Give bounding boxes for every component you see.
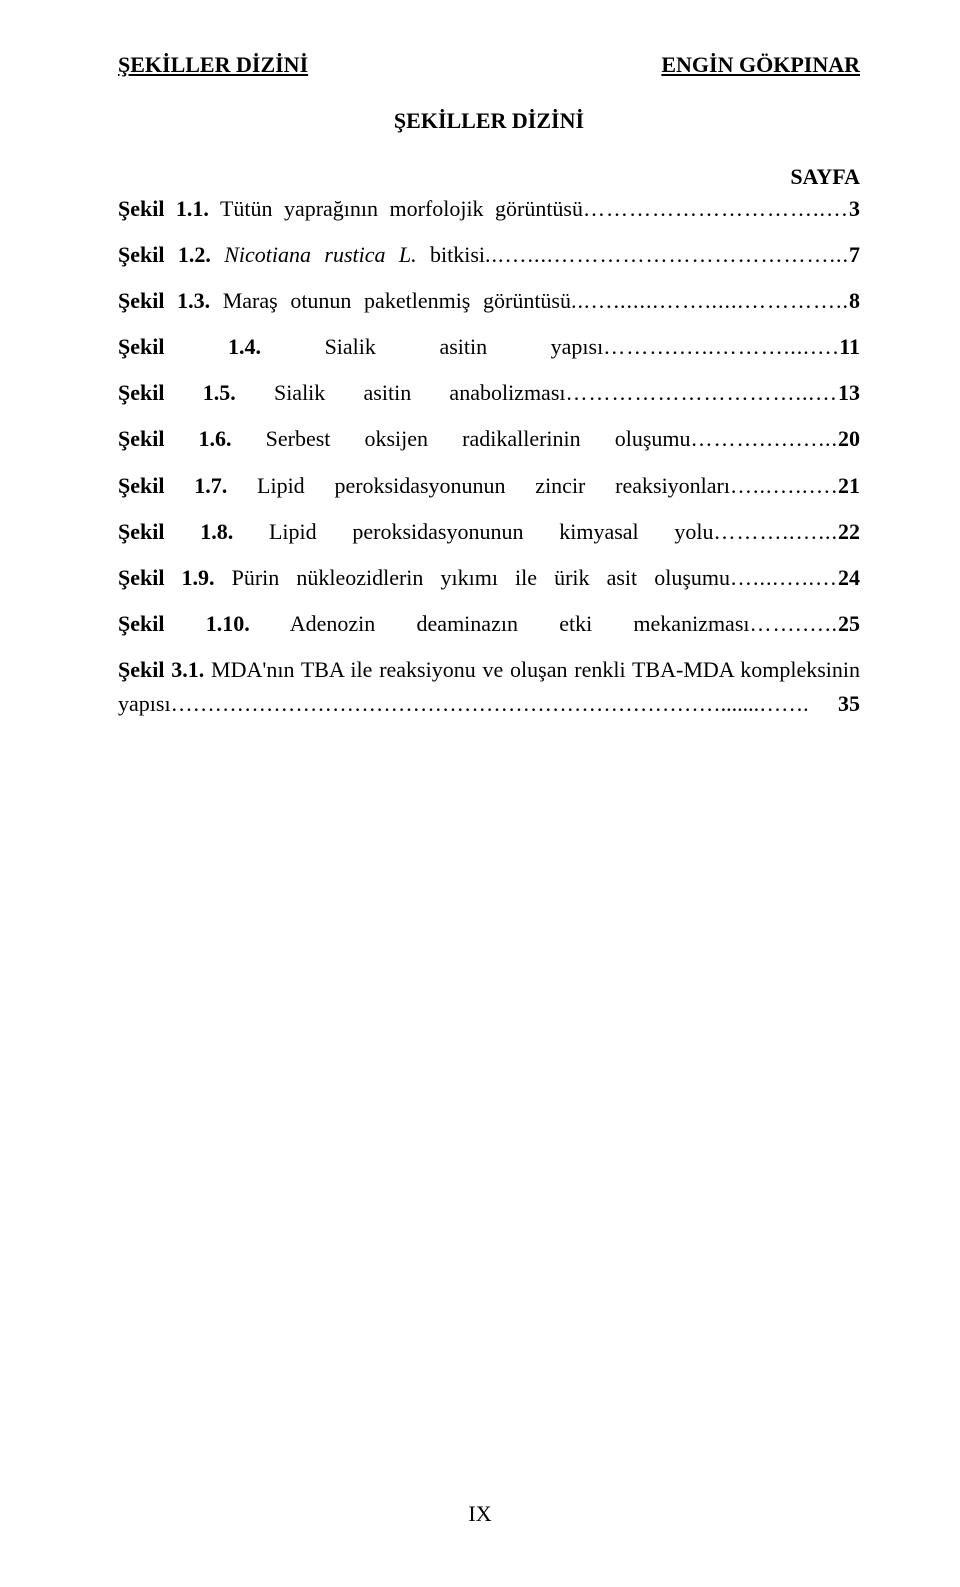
toc-page: 22: [838, 519, 860, 544]
toc-desc: Lipid peroksidasyonunun kimyasal yolu: [269, 519, 714, 544]
page-title: ŞEKİLLER DİZİNİ: [118, 108, 860, 134]
toc-label: Şekil 1.8.: [118, 519, 233, 544]
toc-dots: ……….…..………....….: [603, 334, 839, 359]
header-right: ENGİN GÖKPINAR: [661, 52, 860, 78]
page-number-footer: IX: [0, 1501, 960, 1527]
toc-label: Şekil 1.5.: [118, 380, 236, 405]
toc-desc: Lipid peroksidasyonunun zincir reaksiyon…: [257, 473, 730, 498]
header-left: ŞEKİLLER DİZİNİ: [118, 52, 308, 78]
toc-entry: Şekil 1.2. Nicotiana rustica L. bitkisi.…: [118, 238, 860, 272]
toc-entry-multiline: Şekil 3.1. MDA'nın TBA ile reaksiyonu ve…: [118, 653, 860, 721]
toc-dots: …………………………..…: [583, 196, 849, 221]
toc-page: 25: [838, 611, 860, 636]
toc-entry: Şekil 1.7. Lipid peroksidasyonunun zinci…: [118, 469, 860, 503]
toc-page: 35: [838, 691, 860, 716]
toc-label: Şekil 3.1.: [118, 657, 204, 682]
toc-desc: MDA'nın TBA ile reaksiyonu ve oluşan ren…: [211, 657, 860, 682]
toc-desc: Adenozin deaminazın etki mekanizması: [290, 611, 750, 636]
toc-dots: ...…....………………………………...: [485, 242, 849, 267]
toc-label: Şekil 1.6.: [118, 426, 232, 451]
toc-page: 8: [849, 288, 860, 313]
toc-entry: Şekil 1.6. Serbest oksijen radikallerini…: [118, 422, 860, 456]
toc-entry: Şekil 1.10. Adenozin deaminazın etki mek…: [118, 607, 860, 641]
toc-dots: …....…..…: [730, 565, 838, 590]
toc-page: 7: [849, 242, 860, 267]
toc-desc: Pürin nükleozidlerin yıkımı ile ürik asi…: [232, 565, 730, 590]
toc-label: Şekil 1.7.: [118, 473, 227, 498]
toc-label: Şekil 1.2.: [118, 242, 211, 267]
toc-desc-line2: yapısı: [118, 691, 171, 716]
toc-desc: Sialik asitin anabolizması: [274, 380, 566, 405]
toc-desc: Serbest oksijen radikallerinin oluşumu: [266, 426, 691, 451]
toc-entry: Şekil 1.8. Lipid peroksidasyonunun kimya…: [118, 515, 860, 549]
toc-desc: Sialik asitin yapısı: [325, 334, 604, 359]
toc-label: Şekil 1.1.: [118, 196, 209, 221]
toc-label: Şekil 1.4.: [118, 334, 261, 359]
toc-label: Şekil 1.3.: [118, 288, 210, 313]
toc-page: 11: [839, 334, 860, 359]
toc-page: 20: [838, 426, 860, 451]
toc-dots: ………..…...: [714, 519, 839, 544]
toc-page: 13: [838, 380, 860, 405]
toc-dots: ……….….…...: [691, 426, 839, 451]
sayfa-label: SAYFA: [118, 164, 860, 190]
toc-dots: …….…..: [750, 611, 839, 636]
toc-entry: Şekil 1.9. Pürin nükleozidlerin yıkımı i…: [118, 561, 860, 595]
page: ŞEKİLLER DİZİNİ ENGİN GÖKPINAR ŞEKİLLER …: [0, 0, 960, 1587]
toc-entry: Şekil 1.1. Tütün yaprağının morfolojik g…: [118, 192, 860, 226]
toc-page: 21: [838, 473, 860, 498]
toc-dots: ………………………………………………………………….......…….: [171, 691, 809, 716]
toc-entry: Şekil 1.5. Sialik asitin anabolizması…………: [118, 376, 860, 410]
toc-dots: ...….......……......…………..: [571, 288, 849, 313]
toc-desc: Maraş otunun paketlenmiş görüntüsü: [223, 288, 571, 313]
toc-page: 24: [838, 565, 860, 590]
toc-desc: Tütün yaprağının morfolojik görüntüsü: [220, 196, 583, 221]
toc-label: Şekil 1.9.: [118, 565, 215, 590]
toc-entry: Şekil 1.4. Sialik asitin yapısı……….…..………: [118, 330, 860, 364]
running-header: ŞEKİLLER DİZİNİ ENGİN GÖKPINAR: [118, 52, 860, 78]
toc-label: Şekil 1.10.: [118, 611, 250, 636]
toc-desc: Nicotiana rustica L. bitkisi: [224, 242, 485, 267]
toc-entry: Şekil 1.3. Maraş otunun paketlenmiş görü…: [118, 284, 860, 318]
toc-dots: …………………………...…: [566, 380, 839, 405]
toc-dots: …...…..….: [730, 473, 838, 498]
toc-page: 3: [849, 196, 860, 221]
